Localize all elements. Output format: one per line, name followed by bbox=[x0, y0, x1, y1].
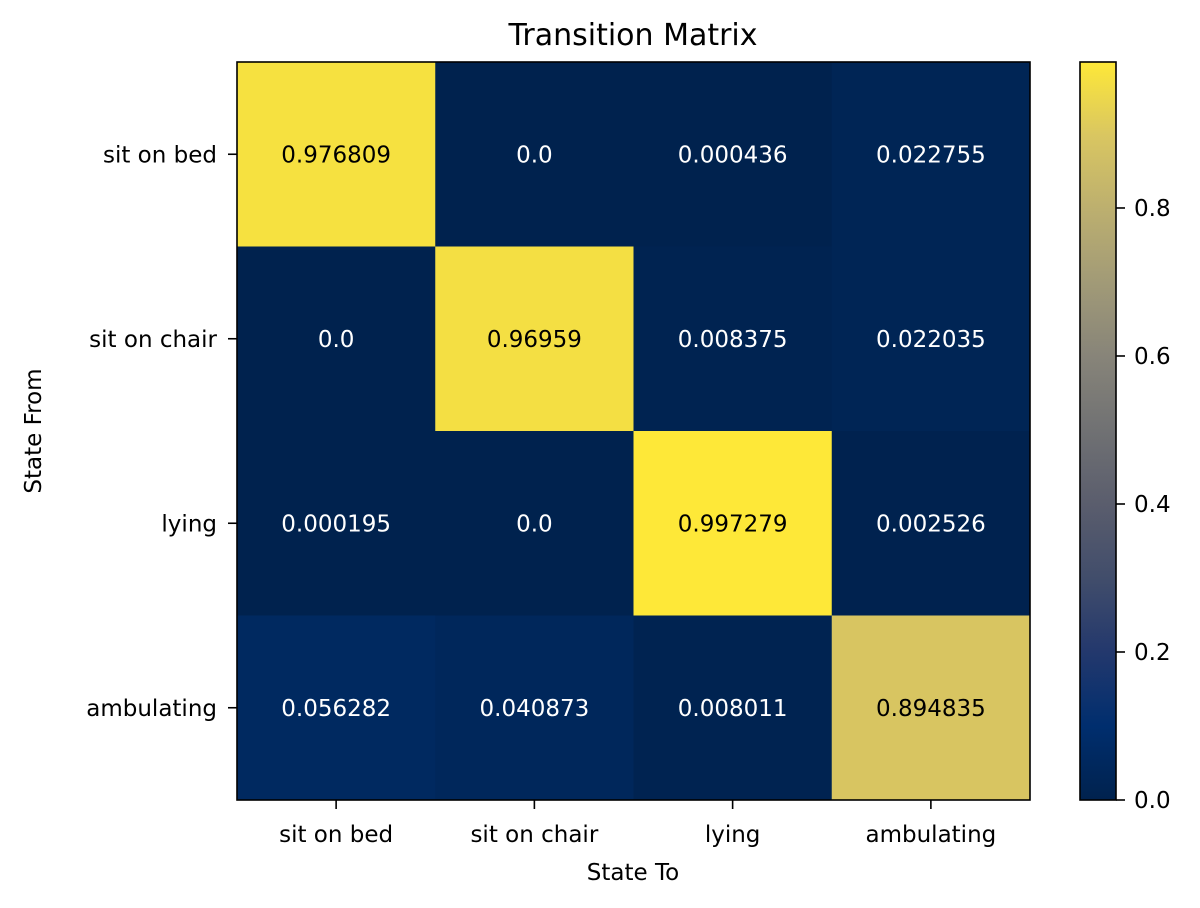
colorbar-tick-label-0: 0.0 bbox=[1134, 788, 1171, 814]
cell-label-r2-c0: 0.000195 bbox=[281, 511, 391, 537]
cell-label-r0-c2: 0.000436 bbox=[678, 142, 788, 168]
heatmap-cell-r0-c3 bbox=[831, 62, 1031, 247]
y-axis: sit on bed sit on chair lying ambulating bbox=[86, 142, 237, 722]
colorbar-tick-label-1: 0.2 bbox=[1134, 640, 1171, 666]
heatmap-cell-r2-c2 bbox=[633, 431, 833, 616]
x-tick-label-1: sit on chair bbox=[470, 822, 598, 848]
colorbar-tick-label-4: 0.8 bbox=[1134, 196, 1171, 222]
heatmap-cell-r1-c2 bbox=[633, 246, 833, 432]
y-tick-label-2: lying bbox=[161, 511, 217, 537]
cell-label-r1-c2: 0.008375 bbox=[678, 327, 788, 353]
x-tick-label-3: ambulating bbox=[866, 822, 997, 848]
y-tick-label-0: sit on bed bbox=[103, 142, 217, 168]
heatmap-cell-r2-c0 bbox=[237, 431, 436, 616]
cell-label-r2-c3: 0.002526 bbox=[876, 511, 986, 537]
cell-label-r0-c0: 0.976809 bbox=[281, 142, 391, 168]
colorbar-tick-label-3: 0.6 bbox=[1134, 344, 1171, 370]
x-tick-label-0: sit on bed bbox=[279, 822, 393, 848]
y-axis-label: State From bbox=[21, 368, 47, 493]
heatmap-cell-r2-c1 bbox=[435, 431, 634, 616]
cell-label-r0-c3: 0.022755 bbox=[876, 142, 986, 168]
heatmap-cell-r3-c1 bbox=[435, 615, 634, 801]
heatmap-cell-r1-c0 bbox=[237, 246, 436, 432]
heatmap-cells bbox=[237, 62, 1031, 801]
plot-frame bbox=[236, 61, 1031, 801]
heatmap-cell-r3-c3 bbox=[831, 615, 1031, 801]
colorbar: 0.0 0.2 0.4 0.6 0.8 bbox=[1079, 61, 1171, 814]
x-axis-label: State To bbox=[587, 860, 679, 886]
y-tick-label-1: sit on chair bbox=[89, 327, 217, 353]
heatmap-cell-labels: 0.976809 0.0 0.000436 0.022755 0.0 0.96959 0.0… bbox=[281, 142, 986, 722]
heatmap-cell-r0-c2 bbox=[633, 62, 833, 247]
cell-label-r2-c1: 0.0 bbox=[516, 511, 553, 537]
cell-label-r3-c1: 0.040873 bbox=[480, 696, 590, 722]
heatmap-cell-r2-c3 bbox=[831, 431, 1031, 616]
cell-label-r0-c1: 0.0 bbox=[516, 142, 553, 168]
heatmap-cell-r1-c1 bbox=[435, 246, 634, 432]
heatmap-cell-r0-c0 bbox=[237, 62, 436, 247]
cell-label-r3-c3: 0.894835 bbox=[876, 696, 986, 722]
cell-label-r3-c2: 0.008011 bbox=[678, 696, 788, 722]
x-tick-label-2: lying bbox=[705, 822, 761, 848]
heatmap-cell-r0-c1 bbox=[435, 62, 634, 247]
colorbar-gradient bbox=[1080, 62, 1116, 800]
heatmap-cell-r3-c2 bbox=[633, 615, 833, 801]
cell-label-r1-c3: 0.022035 bbox=[876, 327, 986, 353]
cell-label-r1-c0: 0.0 bbox=[318, 327, 355, 353]
y-tick-label-3: ambulating bbox=[86, 696, 217, 722]
colorbar-frame bbox=[1079, 61, 1117, 801]
heatmap-cell-r1-c3 bbox=[831, 246, 1031, 432]
chart-title: Transition Matrix bbox=[507, 18, 757, 53]
cell-label-r1-c1: 0.96959 bbox=[487, 327, 582, 353]
heatmap-cell-r3-c0 bbox=[237, 615, 436, 801]
colorbar-ticks: 0.0 0.2 0.4 0.6 0.8 bbox=[1116, 196, 1171, 814]
cell-label-r3-c0: 0.056282 bbox=[281, 696, 391, 722]
x-axis: sit on bed sit on chair lying ambulating bbox=[279, 800, 996, 848]
colorbar-tick-label-2: 0.4 bbox=[1134, 492, 1171, 518]
cell-label-r2-c2: 0.997279 bbox=[678, 511, 788, 537]
